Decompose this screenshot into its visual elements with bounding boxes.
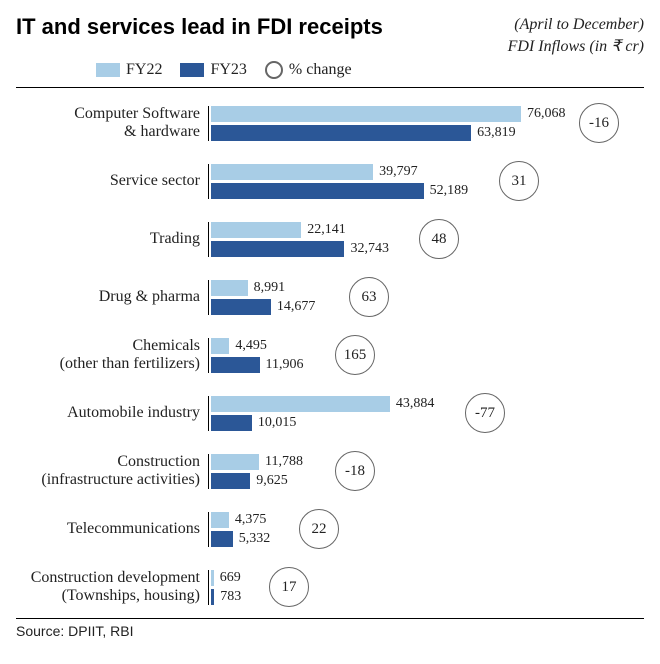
legend-fy22-label: FY22 xyxy=(126,61,162,79)
category-label: Automobile industry xyxy=(16,404,208,422)
category-label: Construction(infrastructure activities) xyxy=(16,453,208,490)
category-label: Drug & pharma xyxy=(16,288,208,306)
units-label: FDI Inflows (in ₹ cr) xyxy=(508,36,644,58)
bar-fy22 xyxy=(211,512,229,528)
chart-row: Drug & pharma 8,991 14,677 63 xyxy=(16,268,644,326)
bars-group: 4,375 5,332 22 xyxy=(208,512,644,547)
period-label: (April to December) xyxy=(508,14,644,36)
bar-fy22 xyxy=(211,280,248,296)
bar-fy23 xyxy=(211,589,214,605)
category-label: Construction development(Townships, hous… xyxy=(16,569,208,606)
value-fy23: 63,819 xyxy=(477,125,516,141)
value-fy22: 4,495 xyxy=(235,338,267,354)
category-label: Trading xyxy=(16,230,208,248)
chart-row: Computer Software& hardware 76,068 63,819 -… xyxy=(16,94,644,152)
bars-group: 11,788 9,625 -18 xyxy=(208,454,644,489)
chart-row: Telecommunications 4,375 5,332 22 xyxy=(16,500,644,558)
pct-change-badge: 165 xyxy=(335,335,375,375)
chart-row: Construction development(Townships, hous… xyxy=(16,558,644,616)
pct-change-badge: -18 xyxy=(335,451,375,491)
chart-row: Trading 22,14132,743 48 xyxy=(16,210,644,268)
bar-fy23 xyxy=(211,299,271,315)
legend-pct: % change xyxy=(265,61,352,79)
value-fy23: 783 xyxy=(220,589,241,605)
bar-chart: Computer Software& hardware 76,068 63,819 -… xyxy=(16,87,644,619)
bar-fy22 xyxy=(211,454,259,470)
pct-change-badge: 31 xyxy=(499,161,539,201)
value-fy22: 43,884 xyxy=(396,396,435,412)
legend: FY22 FY23 % change xyxy=(16,61,644,79)
bars-group: 22,14132,743 48 xyxy=(208,222,644,257)
value-fy22: 11,788 xyxy=(265,454,303,470)
bar-fy22 xyxy=(211,338,229,354)
value-fy22: 8,991 xyxy=(254,280,286,296)
bar-fy22 xyxy=(211,396,390,412)
value-fy23: 5,332 xyxy=(239,531,271,547)
bars-group: 669 783 17 xyxy=(208,570,644,605)
legend-pct-label: % change xyxy=(289,61,352,79)
bars-group: 76,068 63,819 -16 xyxy=(208,106,644,141)
bars-group: 43,884 10,015 -77 xyxy=(208,396,644,431)
value-fy23: 32,743 xyxy=(350,241,389,257)
bar-fy22 xyxy=(211,164,373,180)
value-fy23: 9,625 xyxy=(256,473,288,489)
pct-change-badge: 63 xyxy=(349,277,389,317)
value-fy22: 22,141 xyxy=(307,222,346,238)
value-fy22: 4,375 xyxy=(235,512,267,528)
bar-fy22 xyxy=(211,222,301,238)
bar-fy23 xyxy=(211,415,252,431)
value-fy23: 14,677 xyxy=(277,299,316,315)
chart-row: Construction(infrastructure activities)1… xyxy=(16,442,644,500)
bar-fy23 xyxy=(211,125,471,141)
legend-fy23-label: FY23 xyxy=(210,61,246,79)
chart-row: Chemicals(other than fertilizers) 4,495 11… xyxy=(16,326,644,384)
swatch-fy23 xyxy=(180,63,204,77)
pct-change-badge: 17 xyxy=(269,567,309,607)
category-label: Chemicals(other than fertilizers) xyxy=(16,337,208,374)
chart-title: IT and services lead in FDI receipts xyxy=(16,14,383,40)
bar-fy22 xyxy=(211,106,521,122)
pct-change-badge: 22 xyxy=(299,509,339,549)
value-fy22: 669 xyxy=(220,570,241,586)
header-subtitle: (April to December) FDI Inflows (in ₹ cr… xyxy=(508,14,644,57)
chart-row: Automobile industry 43,884 10,015 -77 xyxy=(16,384,644,442)
category-label: Telecommunications xyxy=(16,520,208,538)
pct-change-badge: -16 xyxy=(579,103,619,143)
bars-group: 39,797 52,189 31 xyxy=(208,164,644,199)
bar-fy23 xyxy=(211,357,260,373)
value-fy22: 76,068 xyxy=(527,106,566,122)
bars-group: 4,495 11,906 165 xyxy=(208,338,644,373)
bar-fy22 xyxy=(211,570,214,586)
pct-change-badge: -77 xyxy=(465,393,505,433)
category-label: Computer Software& hardware xyxy=(16,105,208,142)
legend-fy23: FY23 xyxy=(180,61,246,79)
swatch-fy22 xyxy=(96,63,120,77)
circle-icon xyxy=(265,61,283,79)
value-fy23: 52,189 xyxy=(430,183,469,199)
category-label: Service sector xyxy=(16,172,208,190)
bar-fy23 xyxy=(211,241,344,257)
bar-fy23 xyxy=(211,183,424,199)
value-fy23: 11,906 xyxy=(266,357,304,373)
source-label: Source: DPIIT, RBI xyxy=(16,623,644,639)
bar-fy23 xyxy=(211,531,233,547)
value-fy22: 39,797 xyxy=(379,164,418,180)
chart-row: Service sector 39,797 52,189 31 xyxy=(16,152,644,210)
legend-fy22: FY22 xyxy=(96,61,162,79)
value-fy23: 10,015 xyxy=(258,415,297,431)
bars-group: 8,991 14,677 63 xyxy=(208,280,644,315)
pct-change-badge: 48 xyxy=(419,219,459,259)
bar-fy23 xyxy=(211,473,250,489)
